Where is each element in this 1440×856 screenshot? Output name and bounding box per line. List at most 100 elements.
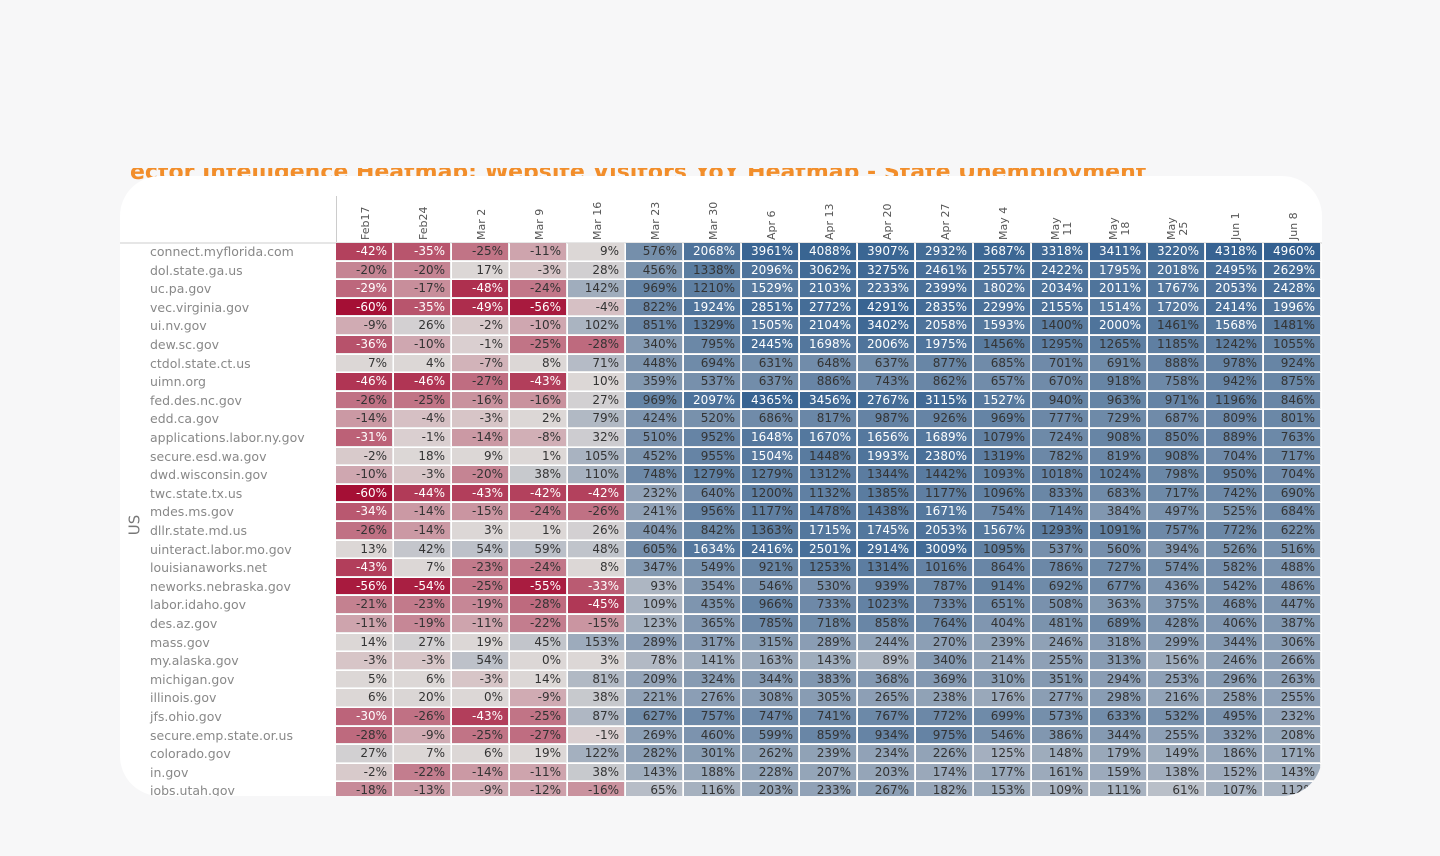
heatmap-cell: 772% xyxy=(916,708,973,726)
heatmap-cell: 138% xyxy=(1148,763,1205,782)
heatmap-cell: 764% xyxy=(916,615,973,633)
heatmap-cell: 406% xyxy=(1206,615,1263,633)
heatmap-cell: 622% xyxy=(1264,522,1321,540)
table-row: uc.pa.gov -29% -17% -48% -24% 142% 969% 1210% 15… xyxy=(120,280,1322,299)
heatmap-cell: 782% xyxy=(1032,447,1089,466)
heatmap-cell: 1568% xyxy=(1206,317,1263,335)
heatmap-cell: 9% xyxy=(568,243,625,261)
heatmap-cell: -3% xyxy=(452,670,509,689)
heatmap-cell: 153% xyxy=(974,782,1031,796)
row-label: mdes.ms.gov xyxy=(150,504,234,520)
table-row: michigan.gov 5% 6% -3% 14% 81% 209% 324% 344% 383… xyxy=(120,670,1322,690)
table-row: louisianaworks.net -43% 7% -23% -24% 8% 347% 54… xyxy=(120,559,1322,578)
heatmap-cell: 684% xyxy=(1264,503,1321,521)
heatmap-cell: 640% xyxy=(684,484,741,503)
heatmap-cell: 4960% xyxy=(1264,243,1321,261)
heatmap-cell: 27% xyxy=(394,633,451,652)
heatmap-cell: 54% xyxy=(452,652,509,670)
heatmap-cell: 448% xyxy=(626,354,683,373)
heatmap-cell: -55% xyxy=(510,577,567,596)
heatmap-cell: -1% xyxy=(452,336,509,354)
heatmap-cell: 305% xyxy=(800,689,857,707)
heatmap-cell: -8% xyxy=(510,429,567,447)
heatmap-cell: -42% xyxy=(568,484,625,503)
column-header: May 18 xyxy=(1091,196,1149,242)
table-row: jobs.utah.gov -18% -13% -9% -12% -16% 65% 116% 2… xyxy=(120,782,1322,796)
column-header-label: Apr 27 xyxy=(939,203,952,240)
heatmap-cell: 786% xyxy=(1032,559,1089,577)
heatmap-cell: 1079% xyxy=(974,429,1031,447)
heatmap-cell: -2% xyxy=(336,763,393,782)
heatmap-cell: 1253% xyxy=(800,559,857,577)
heatmap-cell: 6% xyxy=(394,670,451,689)
heatmap-cell: -43% xyxy=(452,484,509,503)
heatmap-cell: -42% xyxy=(336,243,393,261)
heatmap-cell: 344% xyxy=(1090,726,1147,745)
heatmap-cell: 733% xyxy=(916,596,973,614)
heatmap-cell: 1656% xyxy=(858,429,915,447)
heatmap-cell: 310% xyxy=(974,670,1031,689)
column-header: Apr 20 xyxy=(859,196,917,242)
table-row: my.alaska.gov -3% -3% 54% 0% 3% 78% 141% 163% 143… xyxy=(120,652,1322,671)
heatmap-cell: 234% xyxy=(858,745,915,763)
column-header: May 4 xyxy=(975,196,1033,242)
heatmap-cell: 7% xyxy=(394,559,451,577)
heatmap-cell: -19% xyxy=(452,596,509,614)
heatmap-cell: 109% xyxy=(1032,782,1089,796)
table-row: jfs.ohio.gov -30% -26% -43% -25% 87% 627% 757% 7… xyxy=(120,708,1322,727)
heatmap-cell: -26% xyxy=(568,503,625,521)
heatmap-cell: 1024% xyxy=(1090,466,1147,484)
heatmap-cell: 404% xyxy=(626,522,683,540)
heatmap-cell: 1514% xyxy=(1090,298,1147,317)
heatmap-cell: 239% xyxy=(800,745,857,763)
heatmap-cell: 2058% xyxy=(916,317,973,335)
heatmap-cell: 2557% xyxy=(974,261,1031,280)
heatmap-cell: -46% xyxy=(394,373,451,391)
heatmap-cell: 3% xyxy=(452,522,509,540)
heatmap-cell: -3% xyxy=(394,466,451,484)
heatmap-cell: 241% xyxy=(626,503,683,521)
heatmap-cell: -22% xyxy=(510,615,567,633)
heatmap-cell: 2011% xyxy=(1090,280,1147,298)
heatmap-cell: 955% xyxy=(684,447,741,466)
heatmap-cell: 447% xyxy=(1264,596,1321,614)
heatmap-cell: 468% xyxy=(1206,596,1263,614)
heatmap-cell: 179% xyxy=(1090,745,1147,763)
heatmap-cell: 26% xyxy=(568,522,625,540)
heatmap-cell: 276% xyxy=(684,689,741,707)
row-label: uinteract.labor.mo.gov xyxy=(150,541,292,557)
column-header: Apr 13 xyxy=(801,196,859,242)
heatmap-cell: 2053% xyxy=(916,522,973,540)
heatmap-cell: 203% xyxy=(858,763,915,782)
heatmap-cell: 255% xyxy=(1148,726,1205,745)
heatmap-cell: 525% xyxy=(1206,503,1263,521)
row-label: illinois.gov xyxy=(150,690,217,706)
heatmap-cell: 3411% xyxy=(1090,243,1147,261)
heatmap-cell: 26% xyxy=(394,317,451,335)
heatmap-cell: 767% xyxy=(858,708,915,726)
column-header: Jun 1 xyxy=(1207,196,1265,242)
heatmap-cell: 296% xyxy=(1206,670,1263,689)
heatmap-cell: -23% xyxy=(394,596,451,614)
heatmap-cell: -2% xyxy=(336,447,393,466)
heatmap-cell: 2772% xyxy=(800,298,857,317)
heatmap-cell: 978% xyxy=(1206,354,1263,373)
row-label: fed.des.nc.gov xyxy=(150,392,242,408)
heatmap-cell: -33% xyxy=(568,577,625,596)
heatmap-cell: 971% xyxy=(1148,391,1205,410)
heatmap-cell: 6% xyxy=(336,689,393,707)
heatmap-cell: 61% xyxy=(1148,782,1205,796)
heatmap-cell: 717% xyxy=(1148,484,1205,503)
column-header: Apr 6 xyxy=(743,196,801,242)
heatmap-cell: -9% xyxy=(336,317,393,335)
column-header: Mar 16 xyxy=(569,196,627,242)
heatmap-cell: 38% xyxy=(568,763,625,782)
heatmap-cell: 747% xyxy=(742,708,799,726)
table-row: mdes.ms.gov -34% -14% -15% -24% -26% 241% 956% 1… xyxy=(120,503,1322,522)
heatmap-cell: 733% xyxy=(800,596,857,614)
heatmap-cell: 670% xyxy=(1032,373,1089,391)
heatmap-cell: 727% xyxy=(1090,559,1147,577)
heatmap-cell: 13% xyxy=(336,540,393,559)
table-row: mass.gov 14% 27% 19% 45% 153% 289% 317% 315% 289%… xyxy=(120,633,1322,653)
heatmap-cell: 2068% xyxy=(684,243,741,261)
